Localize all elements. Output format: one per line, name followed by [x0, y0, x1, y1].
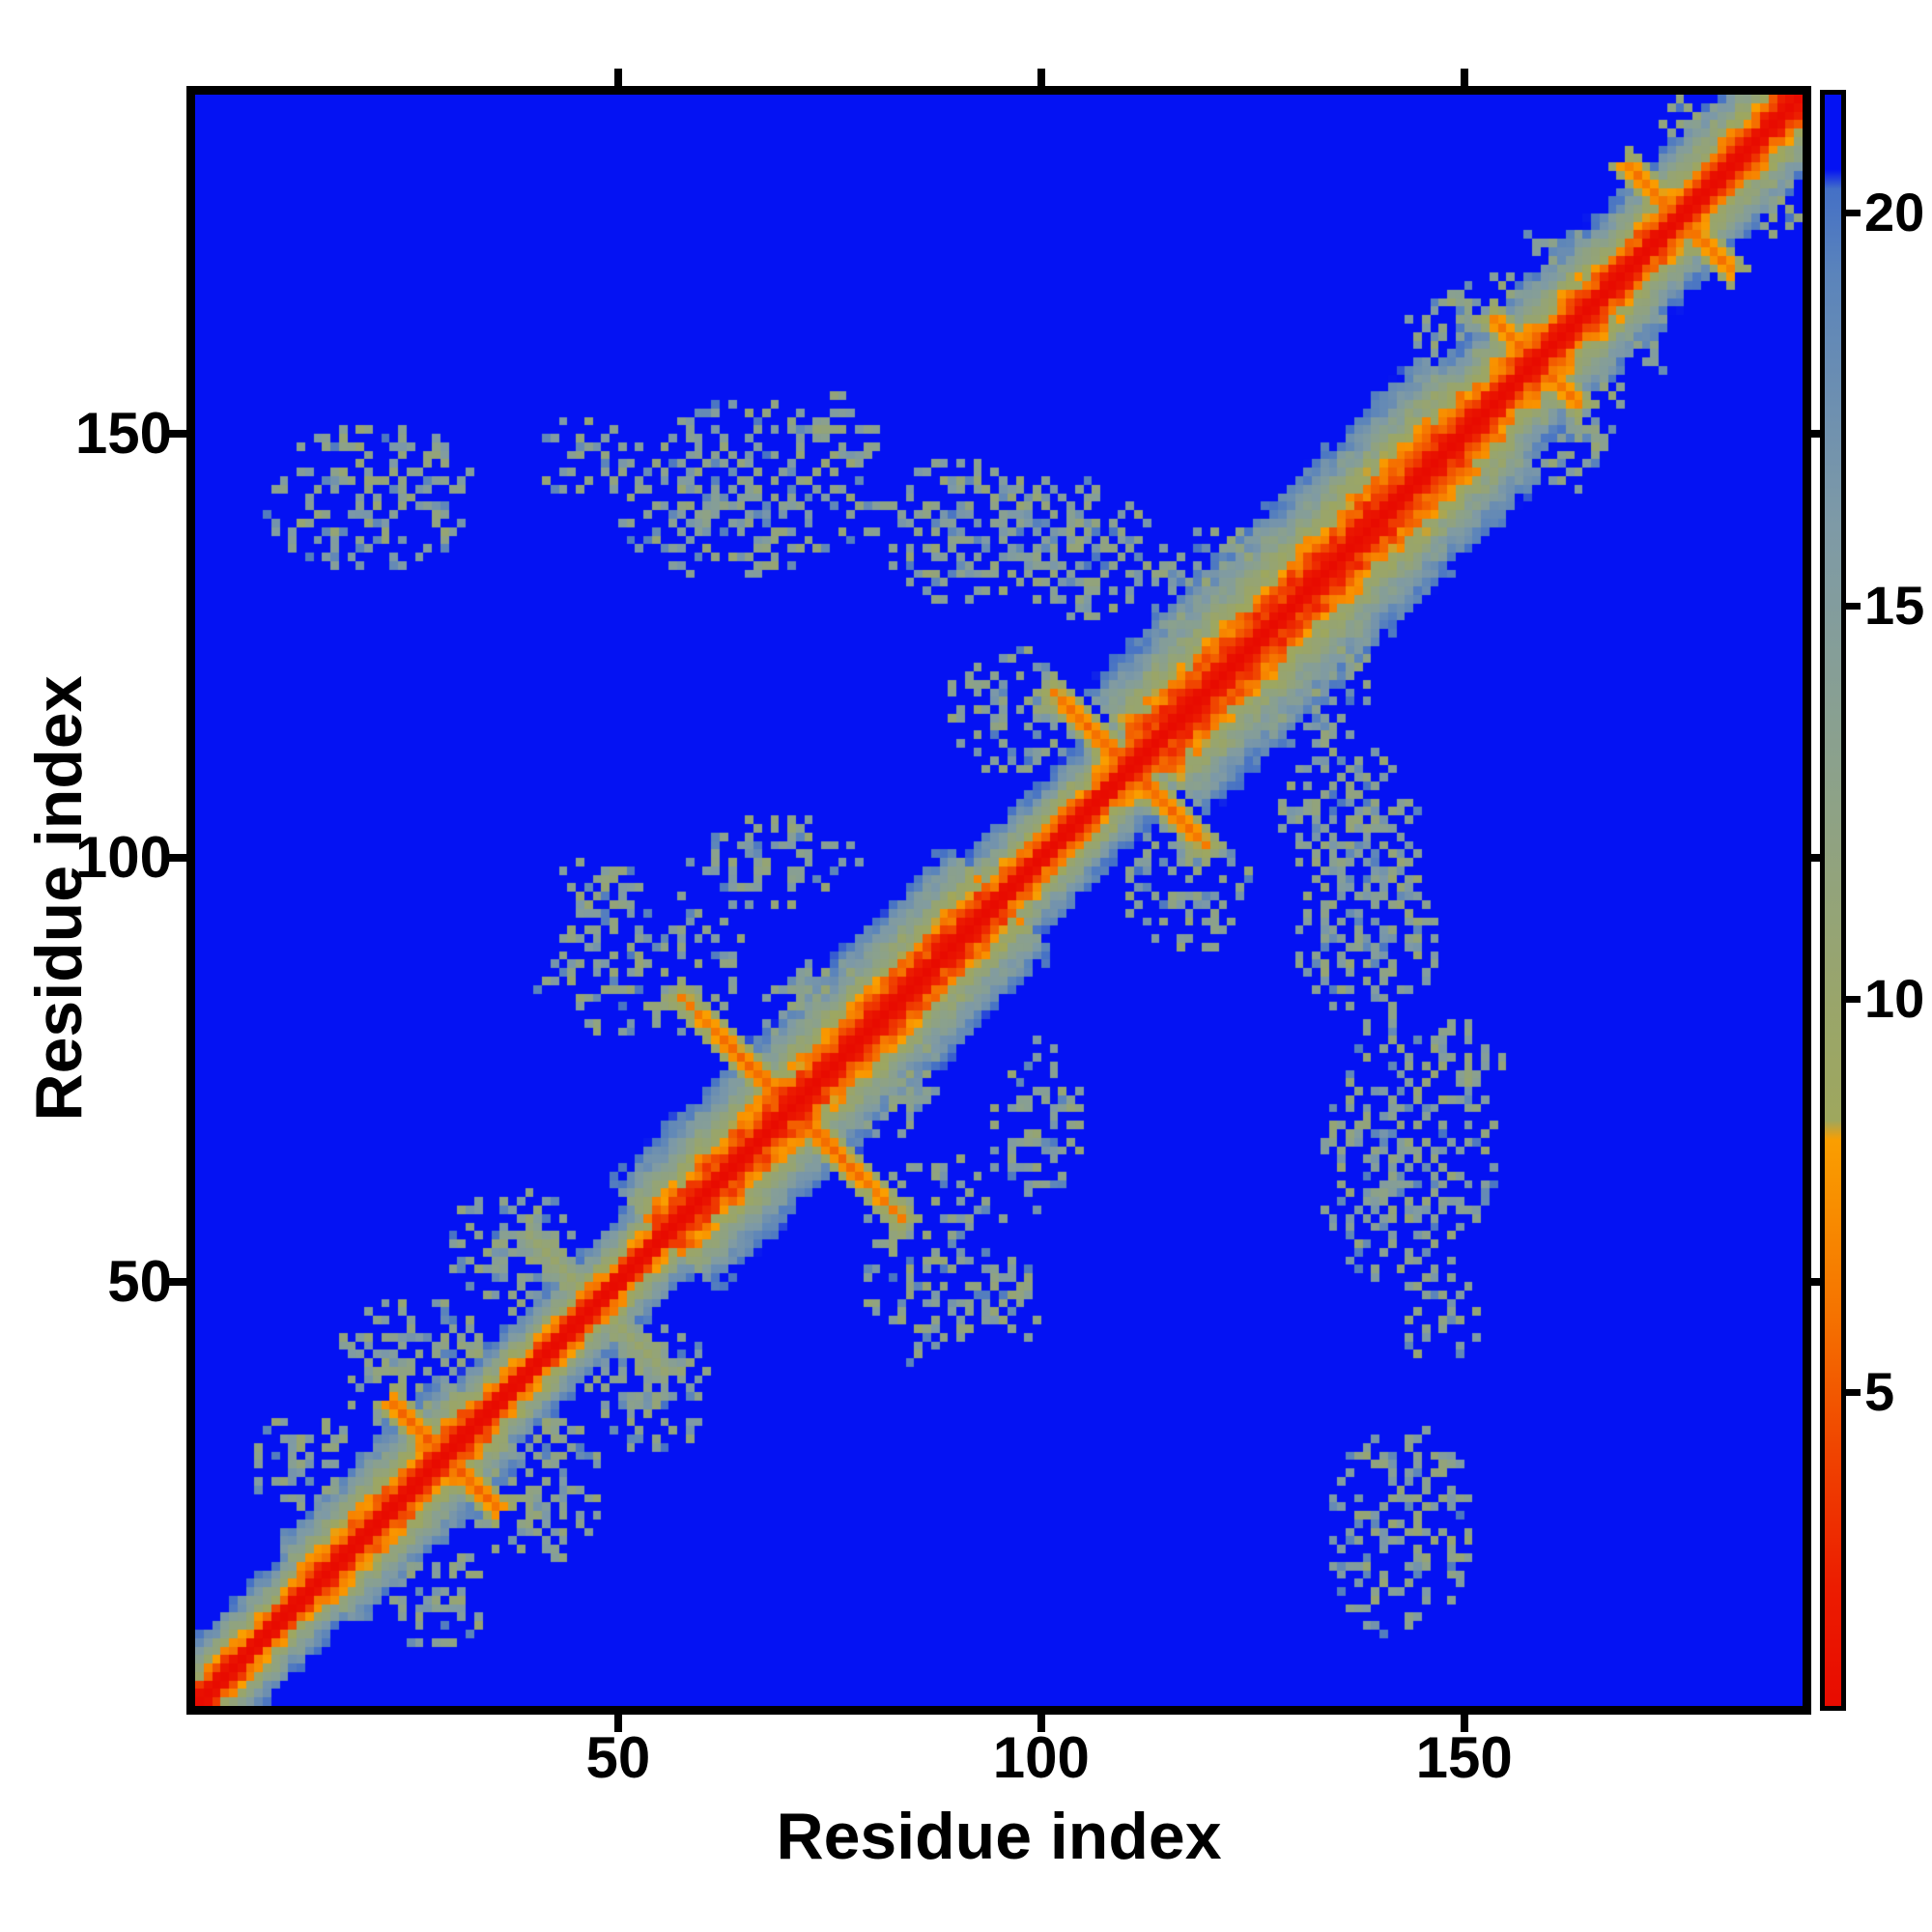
y-tick-left [169, 854, 186, 863]
plot-area [186, 86, 1811, 1715]
y-tick-left [169, 1278, 186, 1287]
y-tick-label: 100 [74, 825, 172, 891]
colorbar-tick [1846, 1388, 1861, 1396]
colorbar-tick [1846, 602, 1861, 610]
colorbar-tick-label: 10 [1864, 967, 1925, 1029]
x-tick-bottom [613, 1715, 622, 1732]
x-tick-top [1037, 69, 1045, 86]
x-tick-label: 150 [1415, 1725, 1513, 1790]
colorbar-tick-label: 15 [1864, 574, 1925, 636]
x-axis-title: Residue index [776, 1800, 1222, 1873]
x-tick-top [613, 69, 622, 86]
x-tick-top [1460, 69, 1468, 86]
x-tick-label: 50 [585, 1725, 651, 1790]
colorbar-tick [1846, 210, 1861, 217]
y-tick-label: 50 [107, 1249, 172, 1315]
y-tick-right [1811, 854, 1820, 863]
x-tick-bottom [1460, 1715, 1468, 1732]
x-tick-bottom [1037, 1715, 1045, 1732]
y-tick-right [1811, 1278, 1820, 1287]
colorbar [1820, 90, 1846, 1711]
colorbar-tick-label: 20 [1864, 182, 1925, 243]
y-axis-title: Residue index [22, 675, 96, 1122]
x-tick-label: 100 [992, 1725, 1090, 1790]
y-tick-left [169, 430, 186, 439]
colorbar-tick-label: 5 [1864, 1360, 1895, 1422]
colorbar-tick [1846, 995, 1861, 1003]
heatmap-canvas [195, 95, 1803, 1706]
y-tick-right [1811, 430, 1820, 439]
y-tick-label: 150 [74, 401, 172, 467]
